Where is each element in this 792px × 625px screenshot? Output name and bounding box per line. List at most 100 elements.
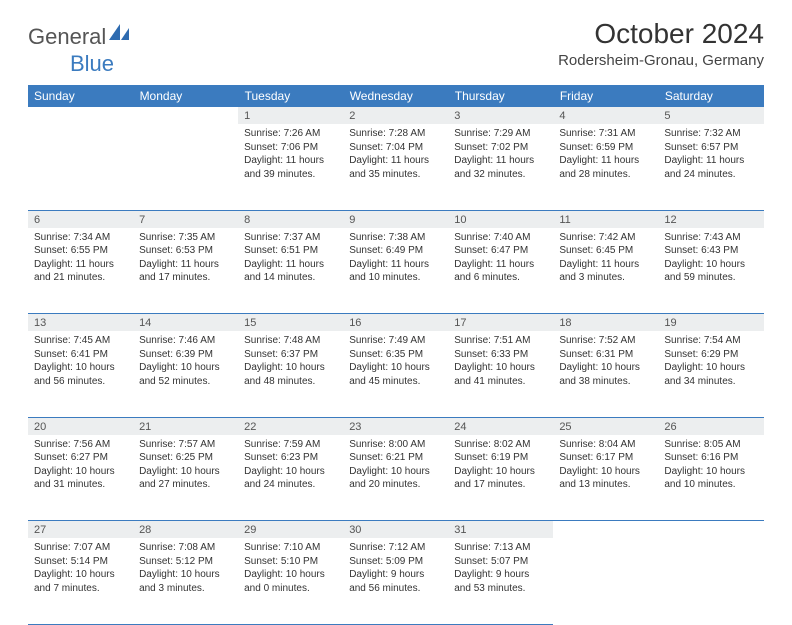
- sunrise-text: Sunrise: 7:46 AM: [139, 334, 232, 348]
- day-content: Sunrise: 7:51 AMSunset: 6:33 PMDaylight:…: [448, 331, 553, 392]
- daylight-text: Daylight: 10 hours and 31 minutes.: [34, 465, 127, 492]
- day-number: 24: [448, 418, 553, 435]
- daynum-cell: 20: [28, 417, 133, 435]
- day-cell: Sunrise: 7:40 AMSunset: 6:47 PMDaylight:…: [448, 228, 553, 314]
- sunrise-text: Sunrise: 7:32 AM: [664, 127, 757, 141]
- daynum-cell: 30: [343, 521, 448, 539]
- day-number: 31: [448, 521, 553, 538]
- day-number: 16: [343, 314, 448, 331]
- day-cell: Sunrise: 7:38 AMSunset: 6:49 PMDaylight:…: [343, 228, 448, 314]
- day-cell: Sunrise: 7:52 AMSunset: 6:31 PMDaylight:…: [553, 331, 658, 417]
- day-cell: Sunrise: 7:32 AMSunset: 6:57 PMDaylight:…: [658, 124, 763, 210]
- sunset-text: Sunset: 5:14 PM: [34, 555, 127, 569]
- day-cell: Sunrise: 7:45 AMSunset: 6:41 PMDaylight:…: [28, 331, 133, 417]
- day-cell: Sunrise: 7:35 AMSunset: 6:53 PMDaylight:…: [133, 228, 238, 314]
- day-number: 11: [553, 211, 658, 228]
- sunrise-text: Sunrise: 7:38 AM: [349, 231, 442, 245]
- day-cell: Sunrise: 7:10 AMSunset: 5:10 PMDaylight:…: [238, 538, 343, 624]
- daylight-text: Daylight: 10 hours and 45 minutes.: [349, 361, 442, 388]
- daylight-text: Daylight: 10 hours and 48 minutes.: [244, 361, 337, 388]
- daynum-cell: 23: [343, 417, 448, 435]
- day-number: 28: [133, 521, 238, 538]
- calendar-table: Sunday Monday Tuesday Wednesday Thursday…: [28, 85, 764, 625]
- weekday-header: Friday: [553, 85, 658, 107]
- week-row: Sunrise: 7:34 AMSunset: 6:55 PMDaylight:…: [28, 228, 764, 314]
- daynum-cell: [28, 107, 133, 124]
- day-number: 4: [553, 107, 658, 124]
- daylight-text: Daylight: 10 hours and 27 minutes.: [139, 465, 232, 492]
- day-cell: Sunrise: 7:26 AMSunset: 7:06 PMDaylight:…: [238, 124, 343, 210]
- sunrise-text: Sunrise: 7:13 AM: [454, 541, 547, 555]
- sunrise-text: Sunrise: 8:02 AM: [454, 438, 547, 452]
- day-cell: Sunrise: 8:05 AMSunset: 6:16 PMDaylight:…: [658, 435, 763, 521]
- daynum-cell: 3: [448, 107, 553, 124]
- daylight-text: Daylight: 11 hours and 3 minutes.: [559, 258, 652, 285]
- daylight-text: Daylight: 10 hours and 41 minutes.: [454, 361, 547, 388]
- sunset-text: Sunset: 6:31 PM: [559, 348, 652, 362]
- day-content: Sunrise: 7:49 AMSunset: 6:35 PMDaylight:…: [343, 331, 448, 392]
- month-title: October 2024: [558, 18, 764, 50]
- day-number: 29: [238, 521, 343, 538]
- sunset-text: Sunset: 6:35 PM: [349, 348, 442, 362]
- daynum-cell: 1: [238, 107, 343, 124]
- daylight-text: Daylight: 10 hours and 3 minutes.: [139, 568, 232, 595]
- day-number: 5: [658, 107, 763, 124]
- sunrise-text: Sunrise: 7:34 AM: [34, 231, 127, 245]
- daynum-cell: 31: [448, 521, 553, 539]
- sunrise-text: Sunrise: 7:45 AM: [34, 334, 127, 348]
- day-content: Sunrise: 7:10 AMSunset: 5:10 PMDaylight:…: [238, 538, 343, 599]
- day-number: 13: [28, 314, 133, 331]
- sunrise-text: Sunrise: 7:26 AM: [244, 127, 337, 141]
- day-content: Sunrise: 7:37 AMSunset: 6:51 PMDaylight:…: [238, 228, 343, 289]
- day-content: Sunrise: 7:57 AMSunset: 6:25 PMDaylight:…: [133, 435, 238, 496]
- week-row: Sunrise: 7:26 AMSunset: 7:06 PMDaylight:…: [28, 124, 764, 210]
- daynum-row: 13141516171819: [28, 314, 764, 332]
- daylight-text: Daylight: 11 hours and 28 minutes.: [559, 154, 652, 181]
- daylight-text: Daylight: 11 hours and 14 minutes.: [244, 258, 337, 285]
- day-number: 19: [658, 314, 763, 331]
- day-content: Sunrise: 7:54 AMSunset: 6:29 PMDaylight:…: [658, 331, 763, 392]
- day-cell: Sunrise: 7:29 AMSunset: 7:02 PMDaylight:…: [448, 124, 553, 210]
- daynum-cell: 15: [238, 314, 343, 332]
- daylight-text: Daylight: 11 hours and 6 minutes.: [454, 258, 547, 285]
- sunset-text: Sunset: 6:21 PM: [349, 451, 442, 465]
- day-cell: Sunrise: 7:31 AMSunset: 6:59 PMDaylight:…: [553, 124, 658, 210]
- daylight-text: Daylight: 10 hours and 7 minutes.: [34, 568, 127, 595]
- day-cell: Sunrise: 7:34 AMSunset: 6:55 PMDaylight:…: [28, 228, 133, 314]
- calendar-body: 12345Sunrise: 7:26 AMSunset: 7:06 PMDayl…: [28, 107, 764, 624]
- sunrise-text: Sunrise: 7:54 AM: [664, 334, 757, 348]
- sunset-text: Sunset: 6:59 PM: [559, 141, 652, 155]
- sunset-text: Sunset: 5:09 PM: [349, 555, 442, 569]
- weekday-header: Thursday: [448, 85, 553, 107]
- day-cell: Sunrise: 7:08 AMSunset: 5:12 PMDaylight:…: [133, 538, 238, 624]
- logo-text-2: Blue: [70, 51, 114, 77]
- daynum-cell: 10: [448, 210, 553, 228]
- sunset-text: Sunset: 6:33 PM: [454, 348, 547, 362]
- sunrise-text: Sunrise: 7:12 AM: [349, 541, 442, 555]
- daylight-text: Daylight: 10 hours and 59 minutes.: [664, 258, 757, 285]
- day-cell: Sunrise: 7:54 AMSunset: 6:29 PMDaylight:…: [658, 331, 763, 417]
- day-content: Sunrise: 8:02 AMSunset: 6:19 PMDaylight:…: [448, 435, 553, 496]
- daynum-cell: 11: [553, 210, 658, 228]
- day-number: 6: [28, 211, 133, 228]
- day-content: Sunrise: 7:38 AMSunset: 6:49 PMDaylight:…: [343, 228, 448, 289]
- day-number: 2: [343, 107, 448, 124]
- sunset-text: Sunset: 5:10 PM: [244, 555, 337, 569]
- daynum-cell: [553, 521, 658, 539]
- day-content: Sunrise: 7:43 AMSunset: 6:43 PMDaylight:…: [658, 228, 763, 289]
- daylight-text: Daylight: 10 hours and 24 minutes.: [244, 465, 337, 492]
- daynum-cell: 21: [133, 417, 238, 435]
- day-content: Sunrise: 7:52 AMSunset: 6:31 PMDaylight:…: [553, 331, 658, 392]
- daynum-cell: [133, 107, 238, 124]
- day-content: Sunrise: 7:26 AMSunset: 7:06 PMDaylight:…: [238, 124, 343, 185]
- daynum-cell: 26: [658, 417, 763, 435]
- day-content: Sunrise: 7:29 AMSunset: 7:02 PMDaylight:…: [448, 124, 553, 185]
- day-content: Sunrise: 7:12 AMSunset: 5:09 PMDaylight:…: [343, 538, 448, 599]
- day-cell: Sunrise: 7:51 AMSunset: 6:33 PMDaylight:…: [448, 331, 553, 417]
- sunrise-text: Sunrise: 7:56 AM: [34, 438, 127, 452]
- daylight-text: Daylight: 9 hours and 56 minutes.: [349, 568, 442, 595]
- day-number: 3: [448, 107, 553, 124]
- logo-sail-icon: [109, 24, 131, 47]
- logo: General: [28, 24, 133, 50]
- daynum-row: 6789101112: [28, 210, 764, 228]
